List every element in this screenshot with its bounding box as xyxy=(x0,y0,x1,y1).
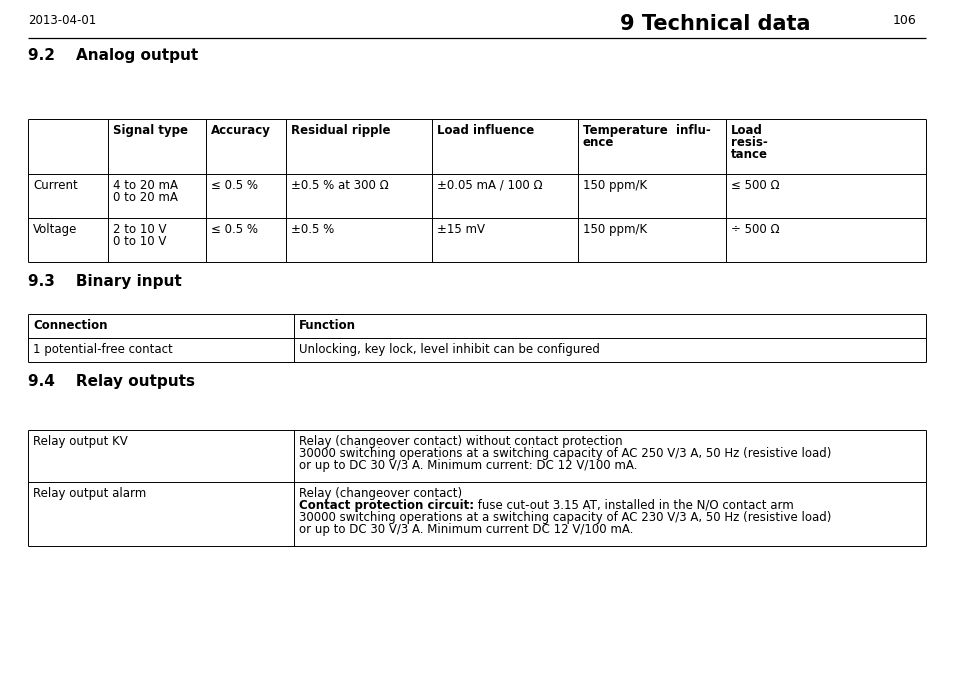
Text: ±0.05 mA / 100 Ω: ±0.05 mA / 100 Ω xyxy=(436,179,542,192)
Text: 150 ppm/K: 150 ppm/K xyxy=(582,179,646,192)
Text: 1 potential-free contact: 1 potential-free contact xyxy=(33,343,172,356)
Text: or up to DC 30 V/3 A. Minimum current DC 12 V/100 mA.: or up to DC 30 V/3 A. Minimum current DC… xyxy=(298,523,633,536)
Text: 2013-04-01: 2013-04-01 xyxy=(28,14,96,27)
Text: Relay output alarm: Relay output alarm xyxy=(33,487,146,500)
Text: Contact protection circuit:: Contact protection circuit: xyxy=(298,499,474,512)
Text: Load influence: Load influence xyxy=(436,124,534,137)
Text: 2 to 10 V: 2 to 10 V xyxy=(112,223,167,236)
Text: 9.3    Binary input: 9.3 Binary input xyxy=(28,274,182,289)
Text: Function: Function xyxy=(298,319,355,332)
Text: fuse cut-out 3.15 AT, installed in the N/O contact arm: fuse cut-out 3.15 AT, installed in the N… xyxy=(474,499,793,512)
Text: resis-: resis- xyxy=(730,136,767,149)
Text: ±0.5 % at 300 Ω: ±0.5 % at 300 Ω xyxy=(291,179,388,192)
Text: Signal type: Signal type xyxy=(112,124,188,137)
Text: Current: Current xyxy=(33,179,77,192)
Text: ±0.5 %: ±0.5 % xyxy=(291,223,334,236)
Text: 4 to 20 mA: 4 to 20 mA xyxy=(112,179,178,192)
Text: 0 to 10 V: 0 to 10 V xyxy=(112,235,166,248)
Text: 30000 switching operations at a switching capacity of AC 230 V/3 A, 50 Hz (resis: 30000 switching operations at a switchin… xyxy=(298,511,830,524)
Text: ≤ 500 Ω: ≤ 500 Ω xyxy=(730,179,779,192)
Text: or up to DC 30 V/3 A. Minimum current: DC 12 V/100 mA.: or up to DC 30 V/3 A. Minimum current: D… xyxy=(298,459,637,472)
Text: 106: 106 xyxy=(891,14,915,27)
Text: 150 ppm/K: 150 ppm/K xyxy=(582,223,646,236)
Text: 9.2    Analog output: 9.2 Analog output xyxy=(28,48,198,63)
Text: 0 to 20 mA: 0 to 20 mA xyxy=(112,191,177,204)
Text: Unlocking, key lock, level inhibit can be configured: Unlocking, key lock, level inhibit can b… xyxy=(298,343,599,356)
Text: 9 Technical data: 9 Technical data xyxy=(619,14,810,34)
Text: ≤ 0.5 %: ≤ 0.5 % xyxy=(211,223,257,236)
Text: Voltage: Voltage xyxy=(33,223,77,236)
Text: Load: Load xyxy=(730,124,762,137)
Text: Relay (changeover contact): Relay (changeover contact) xyxy=(298,487,461,500)
Text: Residual ripple: Residual ripple xyxy=(291,124,390,137)
Text: ÷ 500 Ω: ÷ 500 Ω xyxy=(730,223,779,236)
Text: 30000 switching operations at a switching capacity of AC 250 V/3 A, 50 Hz (resis: 30000 switching operations at a switchin… xyxy=(298,447,830,460)
Text: Accuracy: Accuracy xyxy=(211,124,271,137)
Text: Temperature  influ-: Temperature influ- xyxy=(582,124,710,137)
Text: tance: tance xyxy=(730,148,767,161)
Text: Relay (changeover contact) without contact protection: Relay (changeover contact) without conta… xyxy=(298,435,622,448)
Text: Relay output KV: Relay output KV xyxy=(33,435,128,448)
Text: ence: ence xyxy=(582,136,614,149)
Text: 9.4    Relay outputs: 9.4 Relay outputs xyxy=(28,374,194,389)
Text: Connection: Connection xyxy=(33,319,108,332)
Text: ≤ 0.5 %: ≤ 0.5 % xyxy=(211,179,257,192)
Text: ±15 mV: ±15 mV xyxy=(436,223,484,236)
